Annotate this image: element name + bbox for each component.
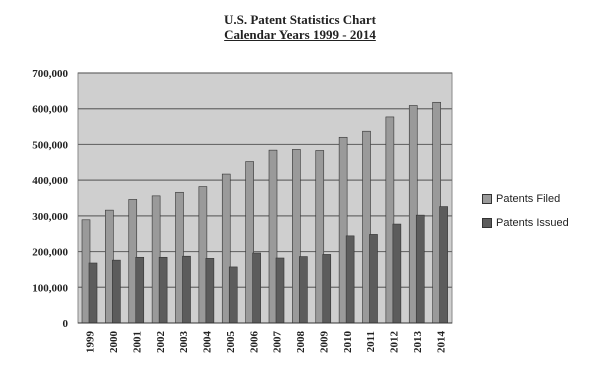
x-tick-label: 2009 — [318, 331, 330, 354]
x-tick-label: 2004 — [202, 331, 214, 354]
y-tick-label: 500,000 — [32, 139, 68, 151]
x-tick-label: 2003 — [178, 331, 190, 354]
legend-item-issued: Patents Issued — [482, 214, 569, 232]
legend-label-issued: Patents Issued — [496, 217, 569, 229]
y-tick-label: 0 — [63, 318, 69, 330]
bar-patents-issued — [182, 255, 191, 324]
bar-patents-issued — [392, 223, 402, 324]
bar-patents-issued — [299, 256, 308, 324]
bar-patents-issued — [88, 262, 98, 324]
y-tick-label: 600,000 — [32, 104, 68, 116]
legend-label-filed: Patents Filed — [496, 193, 561, 205]
bar-patents-issued — [322, 254, 332, 324]
legend-swatch-filed — [482, 194, 492, 204]
x-tick-label: 2002 — [155, 331, 167, 354]
bar-patents-issued — [252, 252, 261, 324]
bar-patents-issued — [345, 235, 355, 324]
x-tick-label: 2000 — [108, 331, 120, 354]
x-tick-label: 2008 — [295, 331, 307, 354]
y-tick-label: 300,000 — [32, 211, 68, 223]
x-tick-label: 2012 — [389, 331, 401, 354]
y-tick-label: 400,000 — [32, 175, 68, 187]
x-tick-label: 2007 — [272, 331, 284, 354]
bar-patents-issued — [112, 259, 121, 324]
x-tick-label: 2011 — [365, 331, 377, 352]
x-tick-label: 2001 — [131, 331, 143, 353]
chart-title: U.S. Patent Statistics Chart — [223, 12, 376, 27]
legend-item-filed: Patents Filed — [482, 190, 569, 208]
bar-patents-issued — [369, 234, 378, 324]
legend-swatch-issued — [482, 218, 492, 228]
bar-patents-issued — [228, 266, 238, 324]
chart-subtitle: Calendar Years 1999 - 2014 — [224, 27, 376, 42]
x-tick-label: 2006 — [248, 331, 260, 354]
chart-legend: Patents Filed Patents Issued — [482, 190, 569, 238]
y-tick-label: 700,000 — [32, 68, 68, 80]
bar-patents-issued — [439, 206, 448, 324]
bar-patents-issued — [158, 256, 168, 324]
bar-patents-issued — [275, 257, 285, 324]
x-tick-label: 1999 — [85, 331, 97, 354]
bar-patents-issued — [205, 258, 215, 324]
x-tick-label: 2013 — [412, 331, 424, 354]
y-tick-label: 200,000 — [32, 247, 68, 259]
bar-patents-issued — [135, 256, 145, 324]
x-tick-label: 2014 — [435, 331, 447, 354]
x-tick-label: 2005 — [225, 331, 237, 354]
bar-patents-issued — [415, 214, 425, 324]
x-tick-label: 2010 — [342, 331, 354, 354]
y-tick-label: 100,000 — [32, 282, 68, 294]
